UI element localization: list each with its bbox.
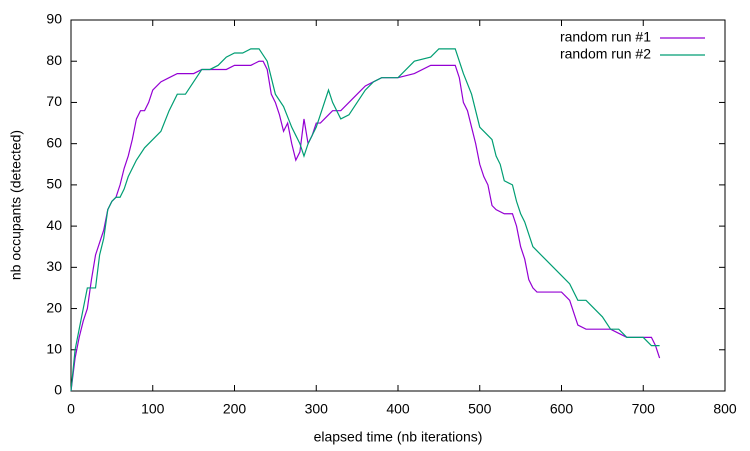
x-tick-label: 400 <box>386 401 410 417</box>
series-line <box>70 48 660 392</box>
y-tick-label: 0 <box>54 382 62 398</box>
x-tick-label: 500 <box>468 401 492 417</box>
y-tick-label: 10 <box>46 340 62 356</box>
x-tick-label: 200 <box>223 401 247 417</box>
x-tick-label: 800 <box>713 401 737 417</box>
y-tick-label: 60 <box>46 134 62 150</box>
x-tick-label: 700 <box>632 401 656 417</box>
x-tick-label: 600 <box>550 401 574 417</box>
y-tick-label: 40 <box>46 217 62 233</box>
y-tick-label: 30 <box>46 258 62 274</box>
y-tick-label: 80 <box>46 52 62 68</box>
y-tick-label: 90 <box>46 11 62 27</box>
x-axis-label: elapsed time (nb iterations) <box>314 429 483 445</box>
y-tick-label: 50 <box>46 176 62 192</box>
y-tick-label: 70 <box>46 93 62 109</box>
plot-border <box>70 19 726 392</box>
x-tick-label: 0 <box>67 401 75 417</box>
legend-label: random run #1 <box>560 29 651 45</box>
legend-label: random run #2 <box>560 46 651 62</box>
x-tick-label: 300 <box>305 401 329 417</box>
y-axis-label: nb occupants (detected) <box>8 130 24 280</box>
x-tick-label: 100 <box>141 401 165 417</box>
y-tick-label: 20 <box>46 299 62 315</box>
series-line <box>70 60 661 392</box>
